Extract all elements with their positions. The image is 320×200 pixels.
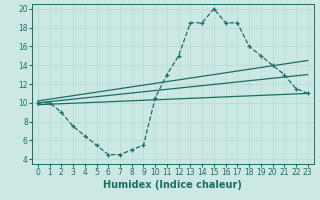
X-axis label: Humidex (Indice chaleur): Humidex (Indice chaleur) <box>103 180 242 190</box>
